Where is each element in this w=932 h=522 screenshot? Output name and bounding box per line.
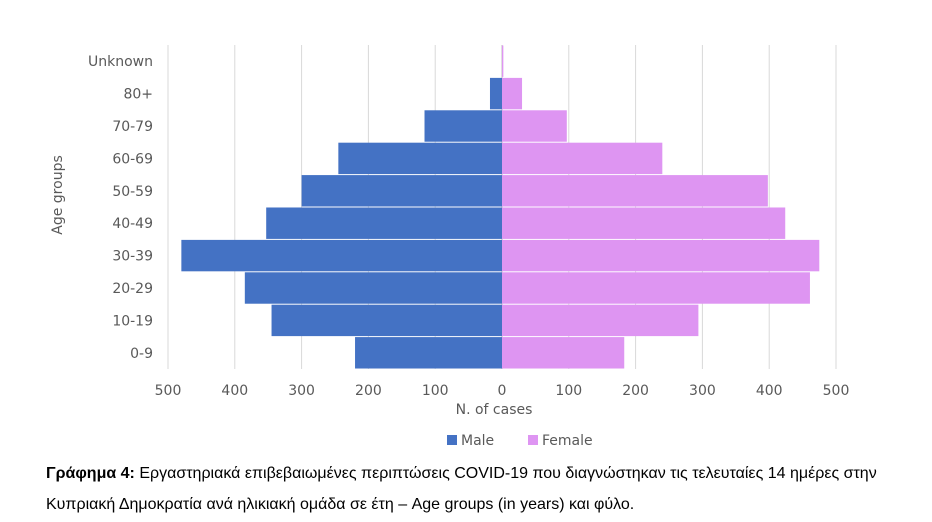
bar-male-30-39 xyxy=(181,239,503,272)
bar-female-50-59 xyxy=(502,175,768,207)
x-tick-label: 500 xyxy=(823,383,850,399)
x-tick-label: 200 xyxy=(355,383,382,399)
legend-swatch-male xyxy=(447,435,457,445)
y-tick-label: Unknown xyxy=(88,54,153,70)
bars xyxy=(181,45,820,369)
y-tick-label: 40-49 xyxy=(112,216,153,232)
y-tick-label: 50-59 xyxy=(112,184,153,200)
x-tick-label: 200 xyxy=(622,383,649,399)
y-tick-label: 0-9 xyxy=(130,346,153,362)
x-tick-label: 300 xyxy=(288,383,315,399)
bar-male-50-59 xyxy=(301,175,502,207)
bar-male-60-69 xyxy=(338,142,502,175)
population-pyramid-chart: 0-9 10-19 20-29 30-39 40-49 50-59 60-69 70-79 80… xyxy=(50,45,850,449)
bar-female-60-69 xyxy=(502,142,663,175)
figure-caption: Γράφημα 4: Εργαστηριακά επιβεβαιωμένες π… xyxy=(46,458,916,520)
x-tick-label: 100 xyxy=(422,383,449,399)
bar-female-40-49 xyxy=(502,207,786,239)
x-axis-title: N. of cases xyxy=(456,402,533,418)
y-tick-label: 30-39 xyxy=(112,249,153,265)
legend-swatch-female xyxy=(528,435,538,445)
y-tick-label: 70-79 xyxy=(112,119,153,135)
y-axis-title: Age groups xyxy=(50,155,66,234)
x-tick-label: 400 xyxy=(756,383,783,399)
y-tick-label: 60-69 xyxy=(112,151,153,167)
bar-female-70-79 xyxy=(502,110,567,142)
caption-text: Εργαστηριακά επιβεβαιωμένες περιπτώσεις … xyxy=(46,465,877,513)
bar-male-0-9 xyxy=(355,337,502,369)
y-tick-label: 80+ xyxy=(123,87,153,103)
legend-label-male: Male xyxy=(461,433,494,449)
bar-female-0-9 xyxy=(502,337,625,369)
x-tick-label: 400 xyxy=(221,383,248,399)
x-tick-label: 500 xyxy=(155,383,182,399)
bar-male-40-49 xyxy=(266,207,502,239)
bar-male-80+ xyxy=(489,77,502,110)
bar-female-80+ xyxy=(502,77,523,110)
legend-label-female: Female xyxy=(542,433,593,449)
y-tick-label: 10-19 xyxy=(112,313,153,329)
y-tick-labels: 0-9 10-19 20-29 30-39 40-49 50-59 60-69 70-79 80… xyxy=(88,54,153,362)
y-tick-label: 20-29 xyxy=(112,281,153,297)
x-tick-label: 100 xyxy=(555,383,582,399)
bar-female-10-19 xyxy=(502,304,699,337)
bar-female-Unknown xyxy=(502,45,504,77)
bar-female-30-39 xyxy=(502,239,820,272)
bar-female-20-29 xyxy=(502,272,810,304)
bar-male-70-79 xyxy=(424,110,502,142)
x-tick-label: 300 xyxy=(689,383,716,399)
bar-male-20-29 xyxy=(244,272,502,304)
caption-label: Γράφημα 4: xyxy=(46,465,135,482)
x-tick-labels: 500 400 300 200 100 0 100 200 300 400 500 xyxy=(155,383,850,399)
legend: Male Female xyxy=(447,433,593,449)
bar-male-10-19 xyxy=(271,304,502,337)
x-tick-label: 0 xyxy=(498,383,507,399)
